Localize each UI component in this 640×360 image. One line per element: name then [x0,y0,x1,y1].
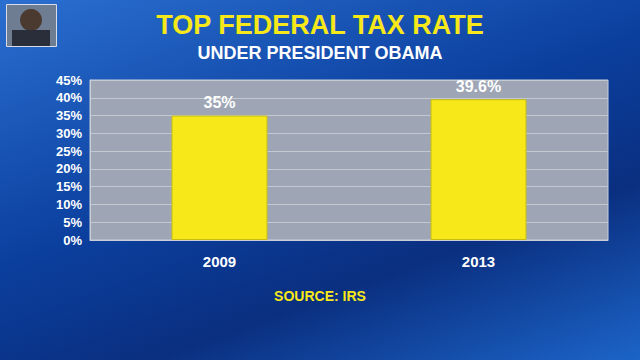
svg-text:TOP FEDERAL TAX RATE: TOP FEDERAL TAX RATE [156,10,484,40]
svg-text:35%: 35% [203,94,235,111]
svg-text:35%: 35% [56,108,82,123]
svg-text:0%: 0% [63,233,82,248]
svg-text:30%: 30% [56,126,82,141]
svg-text:40%: 40% [56,90,82,105]
svg-text:2013: 2013 [462,253,495,270]
svg-text:39.6%: 39.6% [456,78,501,95]
svg-text:20%: 20% [56,161,82,176]
svg-text:2009: 2009 [203,253,236,270]
svg-text:25%: 25% [56,144,82,159]
svg-text:5%: 5% [63,215,82,230]
svg-text:SOURCE: IRS: SOURCE: IRS [274,288,366,304]
svg-text:UNDER PRESIDENT OBAMA: UNDER PRESIDENT OBAMA [197,43,442,63]
svg-text:45%: 45% [56,73,82,88]
svg-text:15%: 15% [56,179,82,194]
svg-text:10%: 10% [56,197,82,212]
